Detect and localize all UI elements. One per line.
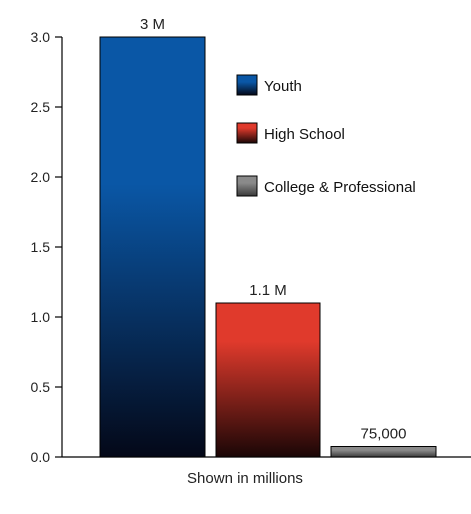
y-tick-label: 2.0: [31, 169, 51, 185]
data-label-high-school: 1.1 M: [249, 282, 287, 299]
legend-label-high-school: High School: [264, 126, 345, 143]
y-tick-label: 0.5: [31, 379, 51, 395]
data-label-youth: 3 M: [140, 16, 165, 33]
bar-high-school: [215, 302, 321, 458]
legend-label-college-and-professional: College & Professional: [264, 179, 416, 196]
legend-label-youth: Youth: [264, 78, 302, 95]
y-axis: 0.0 0.5 1.0 1.5 2.0 2.5 3.0: [31, 29, 63, 465]
y-tick-label: 3.0: [31, 29, 51, 45]
y-tick-label: 1.5: [31, 239, 51, 255]
y-tick-label: 1.0: [31, 309, 51, 325]
y-tick-label: 2.5: [31, 99, 51, 115]
legend-swatch-college-and-professional: [236, 175, 258, 197]
data-label-college-and-professional: 75,000: [361, 426, 407, 443]
legend: Youth High School College & Professional: [236, 74, 416, 197]
x-axis-title: Shown in millions: [187, 470, 303, 487]
legend-swatch-high-school: [236, 122, 258, 144]
bar-college-and-professional: [330, 446, 437, 458]
y-tick-label: 0.0: [31, 449, 51, 465]
bar-youth: [99, 36, 206, 458]
legend-swatch-youth: [236, 74, 258, 96]
